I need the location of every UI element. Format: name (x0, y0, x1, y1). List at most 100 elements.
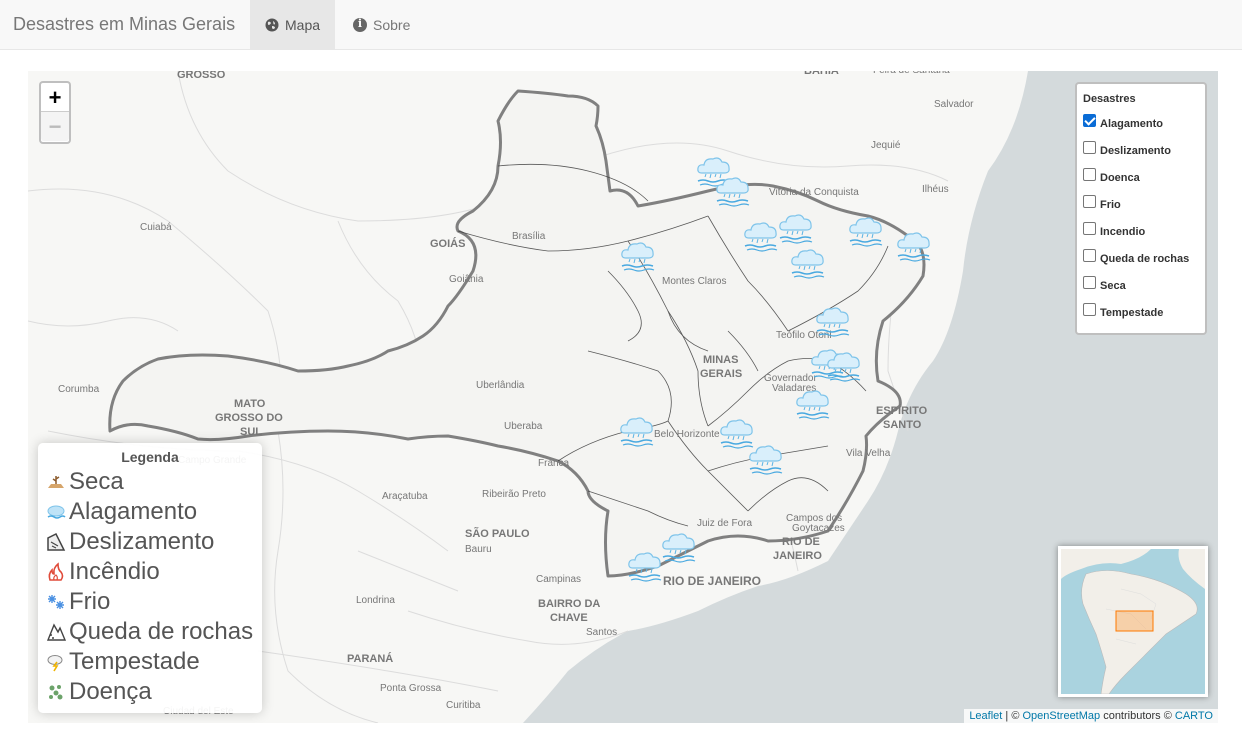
zoom-in-button[interactable]: + (41, 83, 69, 112)
place-label: GROSSO (177, 71, 226, 81)
flood-marker[interactable] (717, 413, 757, 453)
layer-checkbox[interactable] (1083, 276, 1096, 289)
place-label: Uberlândia (476, 380, 525, 391)
flood-marker[interactable] (746, 439, 786, 479)
zoom-out-button[interactable]: − (41, 112, 69, 141)
flood-marker[interactable] (618, 236, 658, 276)
legend-label: Incêndio (69, 558, 160, 585)
layer-item-tempestade[interactable]: Tempestade (1083, 299, 1199, 326)
place-label: Ilhéus (922, 184, 949, 195)
disease-icon (49, 685, 63, 700)
globe-icon (265, 18, 279, 32)
place-label: Corumba (58, 384, 100, 395)
layer-item-alagamento[interactable]: Alagamento (1083, 110, 1199, 137)
place-label: MATO (234, 398, 266, 410)
place-label: Montes Claros (662, 276, 727, 287)
minimap[interactable] (1058, 546, 1208, 697)
osm-link[interactable]: OpenStreetMap (1022, 710, 1101, 722)
layer-label: Frio (1100, 198, 1121, 211)
layer-checkbox[interactable] (1083, 195, 1096, 208)
flood-marker[interactable] (617, 411, 657, 451)
landslide-icon (47, 532, 66, 551)
tab-sobre[interactable]: Sobre (338, 0, 425, 50)
layers-title: Desastres (1083, 93, 1136, 105)
place-label: Vila Velha (846, 448, 891, 459)
place-label: Araçatuba (382, 491, 428, 502)
zoom-control: + − (39, 81, 71, 144)
place-label: Uberaba (504, 421, 543, 432)
flood-marker[interactable] (894, 226, 934, 266)
place-label: SUL (240, 426, 262, 438)
layer-item-incendio[interactable]: Incendio (1083, 218, 1199, 245)
place-label: GOIÁS (430, 238, 466, 250)
flood-marker[interactable] (846, 211, 886, 251)
flood-marker[interactable] (793, 384, 833, 424)
flood-marker[interactable] (625, 546, 665, 586)
attribution-contributors: contributors © (1100, 710, 1175, 722)
place-label: Franca (538, 458, 570, 469)
minas-gerais-outline (108, 89, 926, 578)
place-label: Goiânia (449, 274, 484, 285)
rockfall-icon (46, 623, 66, 641)
layer-checkbox[interactable] (1083, 141, 1096, 154)
layer-checkbox[interactable] (1083, 249, 1096, 262)
legend-item: Alagamento (46, 497, 254, 527)
legend-label: Alagamento (69, 498, 198, 525)
flood-icon (47, 505, 66, 519)
layers-control: Desastres Alagamento Deslizamento Doenca… (1075, 82, 1207, 335)
place-label: Vitória da Conquista (769, 187, 859, 198)
drought-icon (48, 476, 64, 488)
place-label: Belo Horizonte (654, 429, 720, 440)
ocean (523, 71, 1218, 723)
legend-item: Frio (46, 587, 254, 617)
layer-item-doenca[interactable]: Doenca (1083, 164, 1199, 191)
legend-item: Doença (46, 677, 254, 707)
layer-checkbox[interactable] (1083, 303, 1096, 316)
place-label: Cuiabá (140, 222, 172, 233)
layer-label: Deslizamento (1100, 144, 1171, 157)
place-label: Ribeirão Preto (482, 489, 546, 500)
layer-item-frio[interactable]: Frio (1083, 191, 1199, 218)
place-label: Salvador (934, 99, 974, 110)
layer-label: Tempestade (1100, 306, 1164, 319)
place-label: Londrina (356, 595, 395, 606)
place-label: GROSSO DO (215, 412, 283, 424)
flood-marker[interactable] (813, 301, 853, 341)
tab-sobre-label: Sobre (373, 17, 411, 33)
flood-marker[interactable] (741, 216, 781, 256)
tab-mapa[interactable]: Mapa (250, 0, 336, 50)
place-label: Campinas (536, 574, 582, 585)
map[interactable]: GROSSO BAHIA Feira de Santana Salvador J… (28, 71, 1218, 723)
leaflet-link[interactable]: Leaflet (969, 710, 1003, 722)
layer-checkbox[interactable] (1083, 114, 1096, 127)
attribution: Leaflet | © OpenStreetMap contributors ©… (964, 709, 1218, 723)
layer-item-deslizamento[interactable]: Deslizamento (1083, 137, 1199, 164)
place-label: ESPÍRITO (876, 405, 928, 417)
flood-marker[interactable] (659, 527, 699, 567)
tab-mapa-label: Mapa (285, 17, 321, 33)
carto-link[interactable]: CARTO (1174, 710, 1213, 722)
flood-marker[interactable] (713, 171, 753, 211)
app-title[interactable]: Desastres em Minas Gerais (13, 14, 236, 34)
place-label: Jequié (871, 140, 901, 151)
attribution-separator: | © (1002, 710, 1023, 722)
place-label: CHAVE (550, 612, 588, 624)
place-label: MINAS (703, 354, 739, 366)
legend-item: Incêndio (46, 557, 254, 587)
flood-marker[interactable] (788, 243, 828, 283)
map-base (28, 71, 1218, 723)
place-label: Governador (764, 373, 817, 384)
flood-marker[interactable] (824, 346, 864, 386)
place-label: PARANÁ (347, 653, 394, 665)
layer-checkbox[interactable] (1083, 168, 1096, 181)
legend-item: Tempestade (46, 647, 254, 677)
info-icon (353, 17, 367, 32)
snowflake-icon (48, 595, 64, 609)
legend-label: Tempestade (69, 648, 200, 675)
layer-item-queda-de-rochas[interactable]: Queda de rochas (1083, 245, 1199, 272)
flood-marker[interactable] (776, 208, 816, 248)
legend-title: Legenda (121, 449, 179, 465)
place-label: RIO DE (782, 536, 820, 548)
layer-checkbox[interactable] (1083, 222, 1096, 235)
layer-item-seca[interactable]: Seca (1083, 272, 1199, 299)
